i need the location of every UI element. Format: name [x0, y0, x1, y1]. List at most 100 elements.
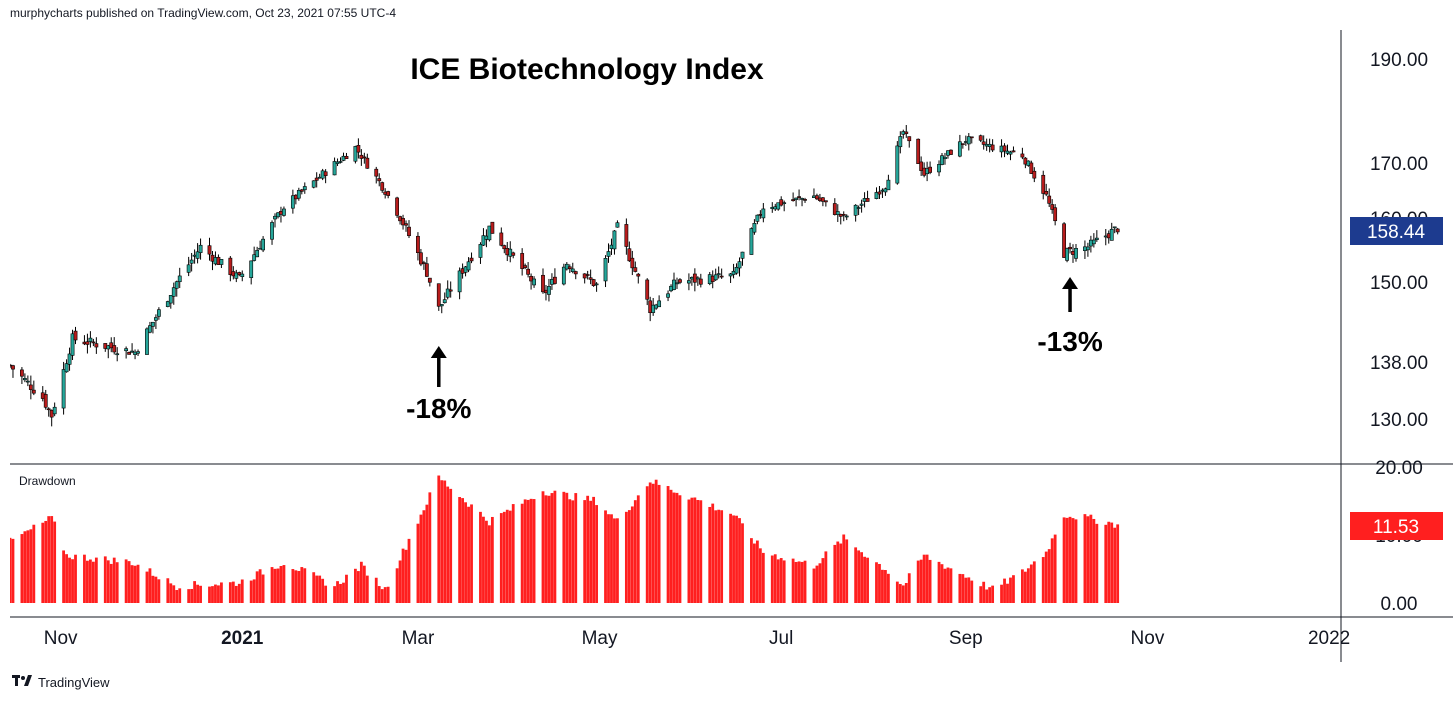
drawdown-bar [374, 577, 378, 603]
drawdown-bar [654, 479, 658, 603]
drawdown-bar [761, 552, 765, 603]
drawdown-bar [103, 556, 107, 603]
candle [740, 251, 745, 266]
candle [1044, 183, 1049, 197]
drawdown-bar [166, 578, 170, 603]
chart-frame[interactable]: ICE Biotechnology Index Drawdown 190.00 1… [8, 30, 1453, 662]
candle [499, 227, 504, 247]
drawdown-bar [91, 561, 95, 603]
drawdown-bar [487, 525, 491, 603]
drawdown-bar [133, 565, 137, 603]
candle [841, 211, 846, 222]
candle [966, 133, 971, 151]
candle [335, 158, 340, 167]
drawdown-bar [884, 570, 887, 603]
candle [630, 250, 635, 276]
drawdown-bar [425, 504, 429, 603]
drawdown-bar [738, 518, 741, 603]
drawdown-bar [422, 510, 426, 603]
drawdown-bar [678, 495, 682, 603]
candle [151, 321, 155, 334]
candle [261, 236, 265, 253]
candle [219, 259, 224, 269]
drawdown-bar [753, 543, 756, 603]
candle [88, 331, 93, 348]
candle [115, 347, 120, 362]
candle [427, 277, 432, 287]
drawdown-bar [875, 562, 878, 603]
candle [957, 134, 962, 158]
drawdown-bar [866, 557, 869, 603]
candle [547, 278, 551, 302]
footer: TradingView [12, 674, 110, 690]
drawdown-bar [755, 540, 759, 603]
drawdown-bar [800, 561, 804, 603]
drawdown-bar [958, 573, 962, 603]
candle [338, 157, 343, 164]
drawdown-bar [464, 502, 467, 603]
drawdown-bar [526, 499, 530, 603]
drawdown-bar [336, 581, 339, 603]
drawdown-bar [773, 554, 777, 603]
annotation-label: -13% [1037, 326, 1102, 357]
drawdown-bar [362, 565, 366, 603]
candle [916, 138, 921, 164]
drawdown-bar [490, 516, 494, 603]
drawdown-bar [404, 549, 408, 603]
candle [865, 190, 870, 202]
drawdown-bar [94, 557, 98, 603]
drawdown-bar [333, 586, 336, 603]
candle [615, 220, 620, 228]
candle [695, 276, 700, 286]
drawdown-bar [636, 495, 640, 603]
drawdown-bar [324, 585, 328, 603]
candle [416, 232, 420, 261]
drawdown-bar [175, 590, 179, 603]
drawdown-bar [985, 589, 989, 603]
drawdown-bar [854, 547, 858, 603]
drawdown-bar [836, 541, 840, 603]
drawdown-bar [541, 491, 545, 603]
candle [174, 280, 179, 297]
drawdown-bar [231, 581, 235, 603]
drawdown-bar [633, 500, 637, 603]
candle [898, 131, 903, 154]
drawdown-bar [154, 576, 158, 603]
chart-svg[interactable]: ICE Biotechnology Index Drawdown 190.00 1… [8, 30, 1453, 662]
drawdown-bar [770, 555, 774, 603]
drawdown-bar [479, 511, 482, 603]
candle [439, 304, 444, 314]
drawdown-bar [648, 482, 652, 603]
drawdown-bar [136, 564, 140, 603]
candle [249, 260, 254, 285]
drawdown-bar [627, 510, 631, 603]
candle [171, 282, 176, 305]
candle [168, 295, 173, 309]
arrow-head [1062, 277, 1079, 289]
candle [365, 153, 370, 169]
drawdown-bar [416, 523, 420, 603]
candle [573, 270, 578, 280]
drawdown-bar [782, 560, 786, 603]
drawdown-bar [1110, 522, 1114, 603]
drawdown-bar [1023, 571, 1027, 603]
candle [675, 277, 679, 289]
drawdown-bar [71, 559, 74, 603]
drawdown-bar [881, 569, 884, 603]
drawdown-bar [1032, 561, 1036, 603]
candle [421, 260, 426, 270]
drawdown-bar [300, 567, 304, 603]
drawdown-bar [624, 511, 628, 603]
drawdown-bar [193, 581, 197, 603]
candle [73, 326, 78, 345]
candle [752, 219, 757, 235]
candle [145, 327, 149, 355]
candle [424, 256, 429, 278]
candle [404, 220, 408, 232]
drawdown-bar [583, 500, 587, 603]
candle [612, 230, 617, 255]
candle [657, 295, 662, 308]
drawdown-bar [88, 559, 92, 603]
time-tick-label: 2021 [221, 628, 264, 649]
drawdown-bar [249, 580, 253, 603]
